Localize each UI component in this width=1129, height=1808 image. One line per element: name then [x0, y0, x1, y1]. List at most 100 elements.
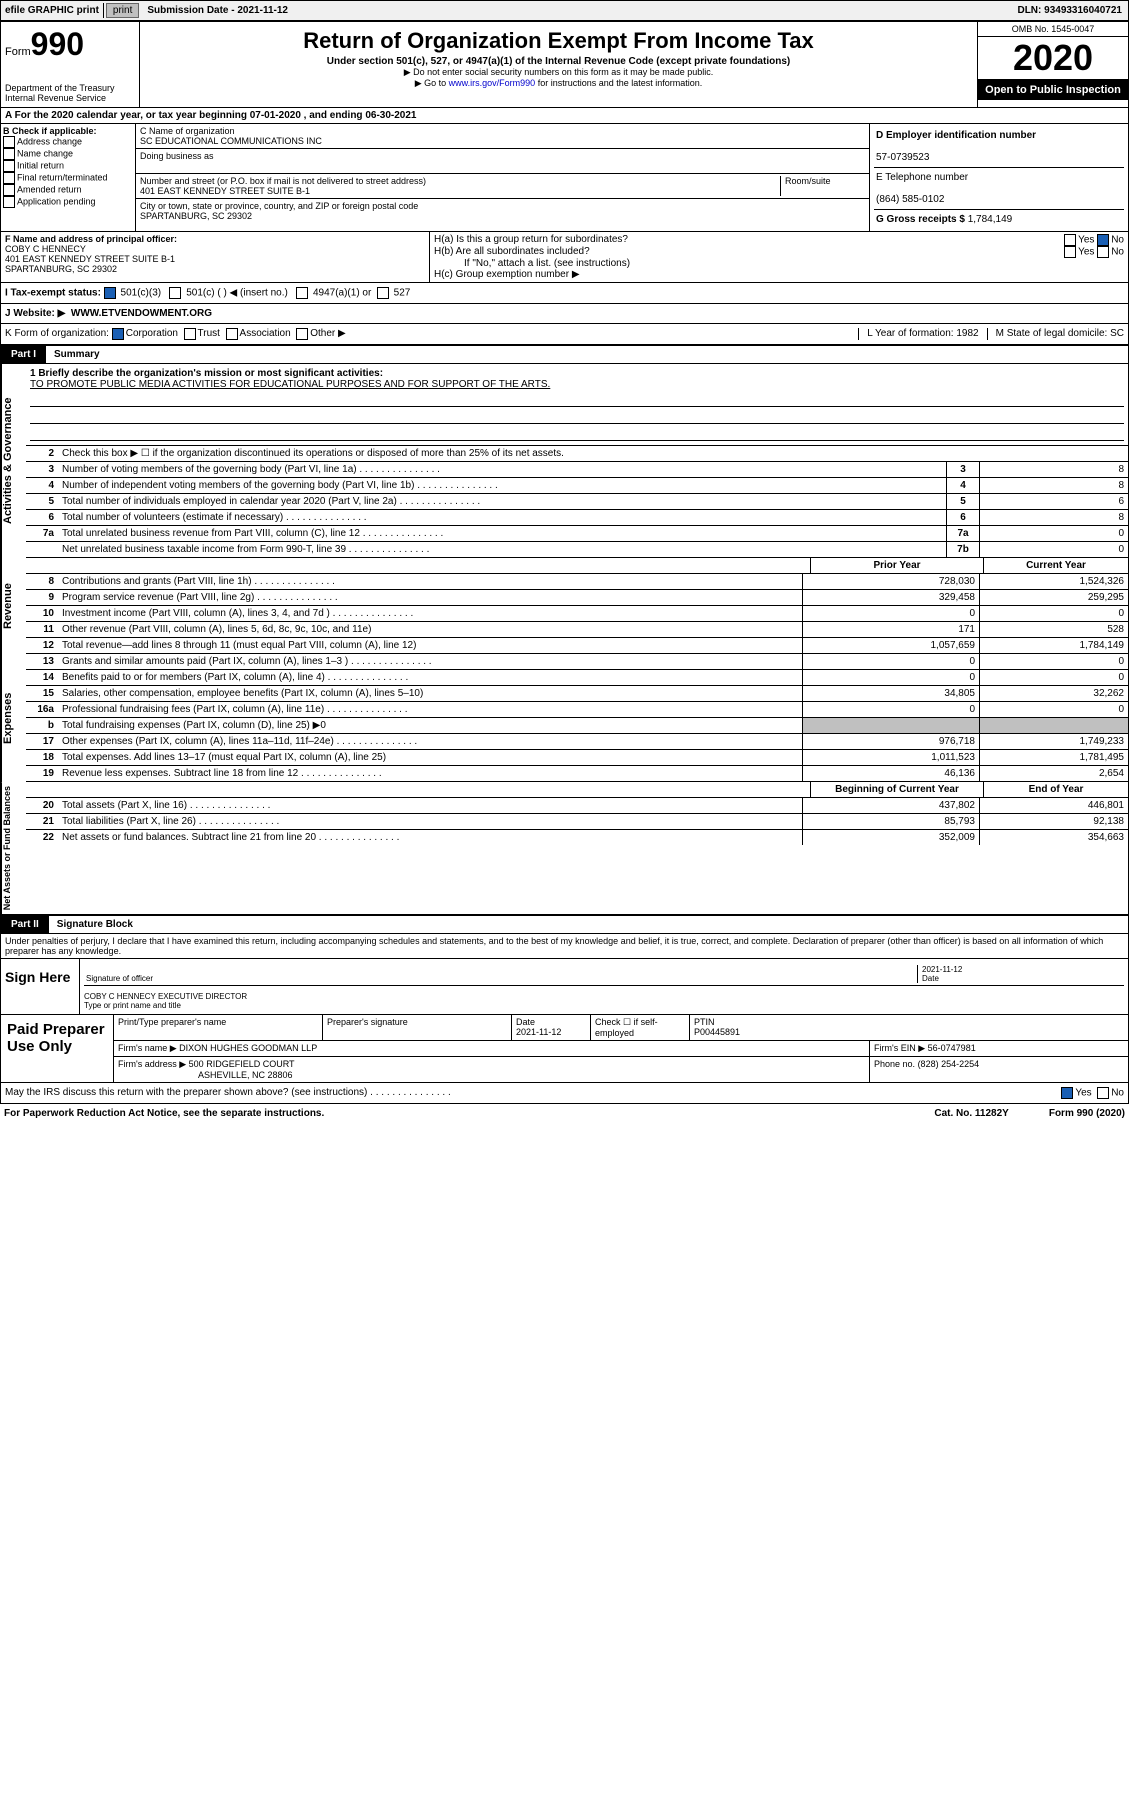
- line-a: A For the 2020 calendar year, or tax yea…: [0, 108, 1129, 124]
- part2-header: Part II Signature Block: [0, 915, 1129, 934]
- firm-ein: 56-0747981: [928, 1043, 976, 1053]
- firm-name: DIXON HUGHES GOODMAN LLP: [179, 1043, 317, 1053]
- officer-addr2: SPARTANBURG, SC 29302: [5, 264, 117, 274]
- firm-addr: 500 RIDGEFIELD COURT: [189, 1059, 295, 1069]
- inspection-badge: Open to Public Inspection: [978, 80, 1128, 100]
- part2-title: Signature Block: [49, 916, 141, 933]
- sign-here-label: Sign Here: [1, 959, 80, 1014]
- ha-label: H(a) Is this a group return for subordin…: [434, 234, 1064, 246]
- form-note1: ▶ Do not enter social security numbers o…: [144, 67, 973, 78]
- sign-here-row: Sign Here Signature of officer2021-11-12…: [0, 959, 1129, 1015]
- form-title: Return of Organization Exempt From Incom…: [144, 28, 973, 54]
- checkbox-amended[interactable]: [3, 184, 15, 196]
- omb-number: OMB No. 1545-0047: [978, 22, 1128, 37]
- ck-501c3[interactable]: [104, 287, 116, 299]
- row-klm: K Form of organization: Corporation Trus…: [0, 324, 1129, 345]
- tax-year: 2020: [978, 37, 1128, 80]
- ck-4947[interactable]: [296, 287, 308, 299]
- q7b-val: 0: [979, 542, 1128, 557]
- checkbox-initial[interactable]: [3, 160, 15, 172]
- officer-name: COBY C HENNECY: [5, 244, 86, 254]
- form-header: Form990 Department of the Treasury Inter…: [0, 21, 1129, 108]
- preparer-label: Paid Preparer Use Only: [1, 1015, 114, 1082]
- col-f: F Name and address of principal officer:…: [1, 232, 430, 282]
- org-address: 401 EAST KENNEDY STREET SUITE B-1: [140, 186, 310, 196]
- footer-right: Form 990 (2020): [1049, 1108, 1125, 1119]
- part2-tag: Part II: [1, 916, 49, 933]
- checkbox-name[interactable]: [3, 148, 15, 160]
- q4-text: Number of independent voting members of …: [58, 478, 946, 493]
- col-current: Current Year: [983, 558, 1128, 573]
- ein-value: 57-0739523: [876, 152, 929, 163]
- col-b-header: B Check if applicable:: [3, 126, 97, 136]
- checkbox-pending[interactable]: [3, 196, 15, 208]
- print-button[interactable]: print: [106, 3, 139, 18]
- dln: DLN: 93493316040721: [1011, 3, 1128, 18]
- col-begin: Beginning of Current Year: [810, 782, 983, 797]
- footer: For Paperwork Reduction Act Notice, see …: [0, 1104, 1129, 1123]
- governance-section: Activities & Governance 1 Briefly descri…: [0, 364, 1129, 558]
- col-end: End of Year: [983, 782, 1128, 797]
- col-h: H(a) Is this a group return for subordin…: [430, 232, 1128, 282]
- dept-treasury: Department of the Treasury Internal Reve…: [5, 83, 135, 103]
- gross-label: G Gross receipts $: [876, 214, 965, 225]
- col-c: C Name of organizationSC EDUCATIONAL COM…: [136, 124, 870, 231]
- q5-text: Total number of individuals employed in …: [58, 494, 946, 509]
- form-subtitle: Under section 501(c), 527, or 4947(a)(1)…: [144, 56, 973, 67]
- hb-yes[interactable]: [1064, 246, 1076, 258]
- section-bcd: B Check if applicable: Address change Na…: [0, 124, 1129, 232]
- website-value: WWW.ETVENDOWMENT.ORG: [71, 308, 212, 319]
- q6-text: Total number of volunteers (estimate if …: [58, 510, 946, 525]
- discuss-yes[interactable]: [1061, 1087, 1073, 1099]
- tab-revenue: Revenue: [1, 558, 26, 654]
- col-d: D Employer identification number 57-07395…: [870, 124, 1128, 231]
- irs-link[interactable]: www.irs.gov/Form990: [449, 78, 536, 88]
- tax-status-row: I Tax-exempt status: 501(c)(3) 501(c) ( …: [0, 283, 1129, 304]
- form-note2: ▶ Go to www.irs.gov/Form990 for instruct…: [144, 78, 973, 89]
- officer-label: F Name and address of principal officer:: [5, 234, 177, 244]
- hb-label: H(b) Are all subordinates included?: [434, 246, 1064, 258]
- ck-other[interactable]: [296, 328, 308, 340]
- part1-tag: Part I: [1, 346, 46, 363]
- ck-501c[interactable]: [169, 287, 181, 299]
- efile-label: efile GRAPHIC print: [1, 3, 104, 18]
- discuss-no[interactable]: [1097, 1087, 1109, 1099]
- tab-expenses: Expenses: [1, 654, 26, 782]
- dba-label: Doing business as: [140, 151, 214, 161]
- state-domicile: M State of legal domicile: SC: [987, 328, 1124, 340]
- ha-yes[interactable]: [1064, 234, 1076, 246]
- ptin-value: P00445891: [694, 1027, 740, 1037]
- ck-trust[interactable]: [184, 328, 196, 340]
- ein-label: D Employer identification number: [876, 130, 1036, 141]
- part1-header: Part I Summary: [0, 345, 1129, 364]
- hb-no[interactable]: [1097, 246, 1109, 258]
- discuss-row: May the IRS discuss this return with the…: [0, 1083, 1129, 1104]
- year-formation: L Year of formation: 1982: [858, 328, 986, 340]
- q7b-text: Net unrelated business taxable income fr…: [58, 542, 946, 557]
- section-fh: F Name and address of principal officer:…: [0, 232, 1129, 283]
- checkbox-address[interactable]: [3, 136, 15, 148]
- q7a-val: 0: [979, 526, 1128, 541]
- ck-assoc[interactable]: [226, 328, 238, 340]
- part1-title: Summary: [46, 346, 108, 363]
- tab-net-assets: Net Assets or Fund Balances: [1, 782, 26, 914]
- hc-label: H(c) Group exemption number ▶: [434, 269, 1124, 280]
- signer-name: COBY C HENNECY EXECUTIVE DIRECTOR: [84, 992, 247, 1001]
- gross-value: 1,784,149: [968, 214, 1013, 225]
- preparer-section: Paid Preparer Use Only Print/Type prepar…: [0, 1015, 1129, 1083]
- officer-addr1: 401 EAST KENNEDY STREET SUITE B-1: [5, 254, 175, 264]
- col-prior: Prior Year: [810, 558, 983, 573]
- checkbox-final[interactable]: [3, 172, 15, 184]
- mission-text: TO PROMOTE PUBLIC MEDIA ACTIVITIES FOR E…: [30, 379, 550, 390]
- ck-corp[interactable]: [112, 328, 124, 340]
- q3-text: Number of voting members of the governin…: [58, 462, 946, 477]
- ck-527[interactable]: [377, 287, 389, 299]
- q3-val: 8: [979, 462, 1128, 477]
- revenue-section: Revenue Prior YearCurrent Year 8Contribu…: [0, 558, 1129, 654]
- ha-no[interactable]: [1097, 234, 1109, 246]
- q4-val: 8: [979, 478, 1128, 493]
- declaration-text: Under penalties of perjury, I declare th…: [0, 934, 1129, 959]
- q7a-text: Total unrelated business revenue from Pa…: [58, 526, 946, 541]
- website-row: J Website: ▶ WWW.ETVENDOWMENT.ORG: [0, 304, 1129, 324]
- mission-block: 1 Briefly describe the organization's mi…: [26, 364, 1128, 446]
